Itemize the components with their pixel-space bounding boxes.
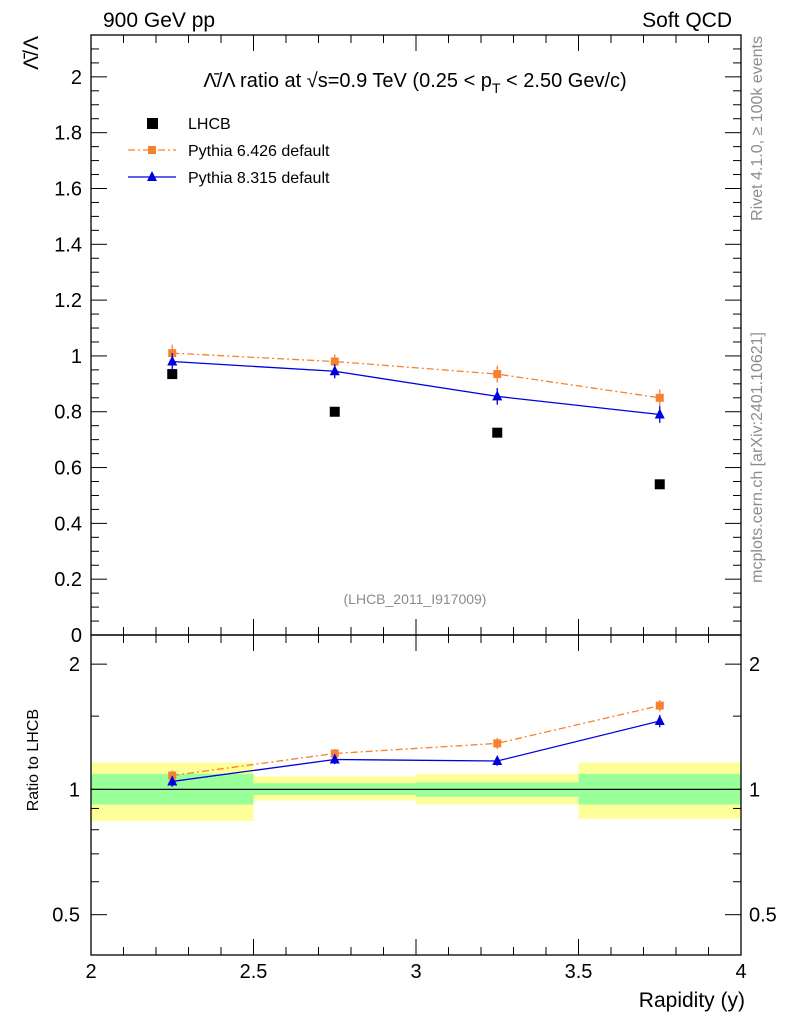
main-point-pythia-6-426-default [493, 370, 502, 379]
ratio-y-tick-label-right: 0.5 [749, 905, 777, 927]
legend-marker-lhcb [147, 118, 158, 129]
ratio-point-pythia-8-315-default [329, 753, 340, 764]
legend-marker-pythia8 [147, 171, 157, 181]
x-tick-label: 2.5 [240, 961, 268, 983]
main-point-lhcb [329, 406, 340, 417]
ratio-y-tick-label-right: 2 [749, 654, 760, 676]
y-tick-label: 1 [71, 346, 82, 368]
legend-entry-pythia8: Pythia 8.315 default [128, 170, 330, 187]
main-point-pythia-6-426-default [330, 357, 339, 366]
ratio-point-pythia-8-315-default [492, 755, 503, 766]
main-point-lhcb [654, 479, 665, 490]
x-tick-label: 4 [735, 961, 746, 983]
y-tick-label: 0.6 [54, 458, 82, 480]
main-point-lhcb [492, 427, 503, 438]
main-point-pythia-8-315-default [492, 390, 503, 401]
y-tick-label: 2 [71, 67, 82, 89]
y-tick-label: 0.4 [54, 513, 82, 535]
main-point-pythia-8-315-default [167, 355, 178, 366]
mcplots-label: mcplots.cern.ch [arXiv:2401.10621] [749, 332, 766, 583]
legend-entry-lhcb: LHCB [147, 116, 231, 133]
main-line-pythia-8-315-default [172, 360, 660, 416]
ratio-y-tick-label-right: 1 [749, 779, 760, 801]
axes: 2 2.5 3 3.5 4 0 0.2 0.4 0.6 0.8 1 1.2 1.4 1.6 1.8 2 0.5 0… [52, 34, 777, 983]
main-point-pythia-8-315-default [654, 408, 665, 419]
y-tick-label: 0.8 [54, 402, 82, 424]
legend-entry-pythia6: Pythia 6.426 default [128, 143, 330, 160]
legend-marker-pythia6 [148, 146, 156, 154]
main-point-pythia-6-426-default [655, 393, 664, 402]
ratio-plot [167, 700, 665, 787]
legend-label-pythia8: Pythia 8.315 default [188, 170, 330, 187]
y-tick-label: 0 [71, 625, 82, 647]
ratio-line-pythia-8-315-default [172, 720, 660, 783]
main-point-pythia-8-315-default [329, 365, 340, 376]
x-tick-label: 3 [410, 961, 421, 983]
ratio-line-pythia-6-426-default [172, 704, 660, 777]
ratio-point-pythia-6-426-default [655, 701, 664, 710]
y-tick-label: 0.2 [54, 569, 82, 591]
main-point-lhcb [167, 369, 178, 380]
ratio-point-pythia-8-315-default [167, 775, 178, 786]
header-left: 900 GeV pp [103, 9, 215, 32]
ratio-point-pythia-6-426-default [493, 739, 502, 748]
y-tick-label: 1.4 [54, 234, 82, 256]
main-title: Λ̄/Λ ratio at √s=0.9 TeV (0.25 < pT < 2.… [203, 70, 626, 96]
x-axis-label: Rapidity (y) [639, 989, 745, 1012]
ratio-point-pythia-6-426-default [330, 749, 339, 758]
y-tick-label: 1.2 [54, 290, 82, 312]
y-tick-label: 1.6 [54, 178, 82, 200]
header-right: Soft QCD [642, 9, 732, 32]
ratio-bands [91, 762, 741, 821]
analysis-label: (LHCB_2011_I917009) [344, 591, 487, 607]
x-tick-label: 2 [85, 961, 96, 983]
legend: LHCB Pythia 6.426 default Pythia 8.315 d… [128, 116, 330, 187]
legend-label-lhcb: LHCB [188, 116, 231, 133]
y-tick-label: 1.8 [54, 123, 82, 145]
ratio-ylabel: Ratio to LHCB [25, 709, 42, 811]
rivet-label: Rivet 4.1.0, ≥ 100k events [749, 36, 766, 221]
ratio-y-tick-label-left: 0.5 [52, 905, 80, 927]
x-tick-label: 3.5 [565, 961, 593, 983]
ratio-point-pythia-8-315-default [654, 715, 665, 726]
legend-label-pythia6: Pythia 6.426 default [188, 143, 330, 160]
main-line-pythia-6-426-default [172, 352, 660, 399]
main-plot [167, 344, 665, 490]
ratio-y-tick-label-left: 2 [69, 654, 80, 676]
ratio-y-tick-label-left: 1 [69, 779, 80, 801]
main-ylabel: Λ̄/Λ [20, 36, 43, 70]
